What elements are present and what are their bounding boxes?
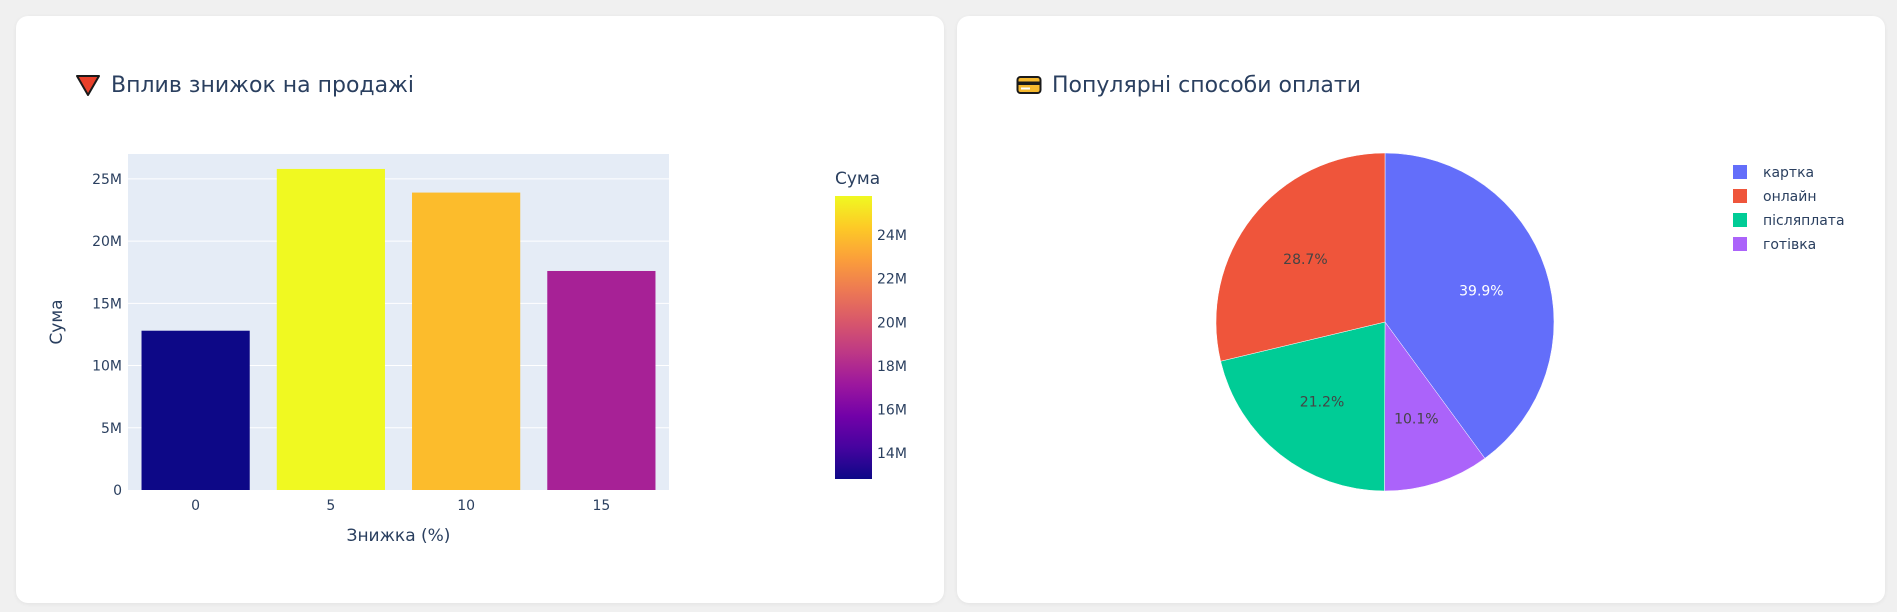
red-triangle-down-icon bbox=[76, 75, 100, 96]
colorbar-tick-label: 18M bbox=[877, 359, 907, 375]
pie-slice-4 bbox=[1384, 321, 1486, 492]
colorbar-title: Сума bbox=[835, 169, 880, 189]
legend-item-label: онлайн bbox=[1763, 189, 1817, 205]
colorbar-tick-label: 16M bbox=[877, 402, 907, 418]
pie-slice-label: 21.2% bbox=[1300, 394, 1344, 410]
colorbar-tick-label: 20M bbox=[877, 315, 907, 331]
legend-swatch bbox=[1733, 165, 1747, 179]
x-axis-label: Знижка (%) bbox=[347, 526, 451, 546]
x-tick-label: 15 bbox=[592, 498, 610, 514]
pie-slice-label: 39.9% bbox=[1459, 283, 1503, 299]
y-tick-label: 0 bbox=[113, 483, 122, 499]
legend-swatch bbox=[1733, 213, 1747, 227]
discount-chart-title: Вплив знижок на продажі bbox=[111, 72, 415, 98]
payment-chart-title: Популярні способи оплати bbox=[1052, 72, 1362, 98]
bar-discount-0 bbox=[141, 330, 250, 490]
bar-discount-5 bbox=[276, 168, 385, 490]
payment-pie-chart: 39.9% 10.1% 21.2% 28.7% картка онлайн післяпла… bbox=[1215, 152, 1845, 492]
y-tick-label: 5M bbox=[101, 421, 122, 437]
legend-swatch bbox=[1733, 189, 1747, 203]
credit-card-icon bbox=[1016, 76, 1042, 94]
y-tick-label: 10M bbox=[92, 359, 122, 375]
discount-bar-chart: 0 5M 10M 15M 20M 25M 0 5 10 15 Знижка (%) Сума Сума 1… bbox=[47, 154, 907, 546]
colorbar bbox=[835, 196, 872, 479]
discount-impact-card: Вплив знижок на продажі 0 5M 10M 15M 20M 25M 0… bbox=[16, 16, 944, 603]
pie-slice-label: 28.7% bbox=[1283, 252, 1327, 268]
colorbar-tick-label: 24M bbox=[877, 228, 907, 244]
x-tick-label: 5 bbox=[326, 498, 335, 514]
legend-swatch bbox=[1733, 237, 1747, 251]
y-tick-label: 25M bbox=[92, 172, 122, 188]
colorbar-tick-label: 14M bbox=[877, 446, 907, 462]
pie-slice-label: 10.1% bbox=[1394, 411, 1438, 427]
pie-slice-1 bbox=[1384, 152, 1555, 459]
x-tick-label: 0 bbox=[191, 498, 200, 514]
bar-discount-15 bbox=[547, 270, 656, 490]
y-tick-label: 20M bbox=[92, 234, 122, 250]
legend-item-label: післяплата bbox=[1763, 213, 1845, 229]
discount-chart-header: Вплив знижок на продажі bbox=[75, 70, 414, 100]
bar-discount-10 bbox=[412, 192, 521, 491]
y-axis-label: Сума bbox=[47, 299, 67, 344]
colorbar-tick-label: 22M bbox=[877, 272, 907, 288]
x-tick-label: 10 bbox=[457, 498, 475, 514]
pie-slice-2 bbox=[1215, 152, 1386, 362]
payment-methods-card: Популярні способи оплати 39.9% 10.1% 21.2%… bbox=[957, 16, 1885, 603]
pie-slice-3 bbox=[1220, 321, 1386, 492]
y-tick-label: 15M bbox=[92, 296, 122, 312]
legend-item-label: картка bbox=[1763, 165, 1814, 181]
legend-item-label: готівка bbox=[1763, 237, 1816, 253]
payment-chart-header: Популярні способи оплати bbox=[1016, 70, 1361, 100]
